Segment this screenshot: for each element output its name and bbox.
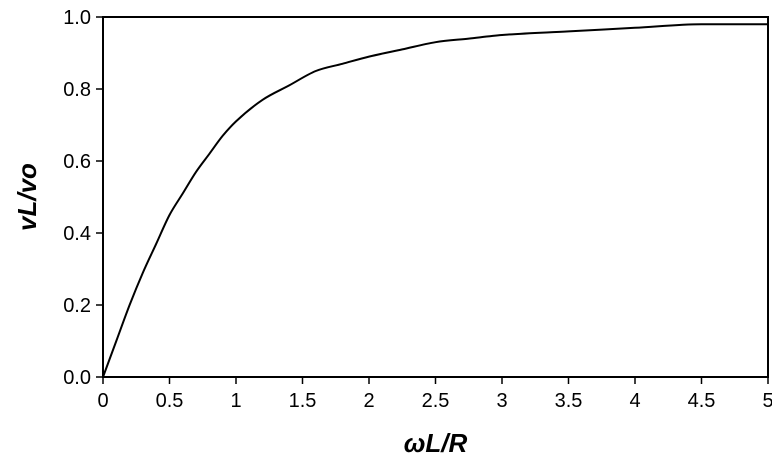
y-tick-label: 1.0 — [63, 7, 91, 29]
x-tick-label: 2 — [363, 390, 374, 412]
series-line — [102, 23, 768, 378]
y-tick-label: 0.6 — [63, 151, 91, 173]
y-tick-label: 0.8 — [63, 79, 91, 101]
x-tick-label: 0.5 — [156, 390, 184, 412]
plot-frame — [102, 16, 769, 378]
y-axis-title: vL/vo — [12, 163, 42, 231]
x-tick-label: 4.5 — [688, 390, 716, 412]
y-tick-label: 0.0 — [63, 367, 91, 389]
x-tick-label: 4 — [629, 390, 640, 412]
x-tick-label: 1 — [230, 390, 241, 412]
x-tick-label: 0 — [97, 390, 108, 412]
x-axis-ticks: 0 0.5 1 1.5 2 2.5 3 3.5 4 4.5 5 — [97, 377, 772, 412]
x-tick-label: 5 — [762, 390, 772, 412]
x-tick-label: 2.5 — [422, 390, 450, 412]
y-tick-label: 0.4 — [63, 223, 91, 245]
x-tick-label: 3.5 — [555, 390, 583, 412]
y-tick-label: 0.2 — [63, 295, 91, 317]
x-tick-label: 3 — [496, 390, 507, 412]
x-tick-label: 1.5 — [289, 390, 317, 412]
y-axis-ticks: 0.0 0.2 0.4 0.6 0.8 1.0 — [63, 7, 103, 389]
x-axis-title: ωL/R — [404, 428, 468, 458]
